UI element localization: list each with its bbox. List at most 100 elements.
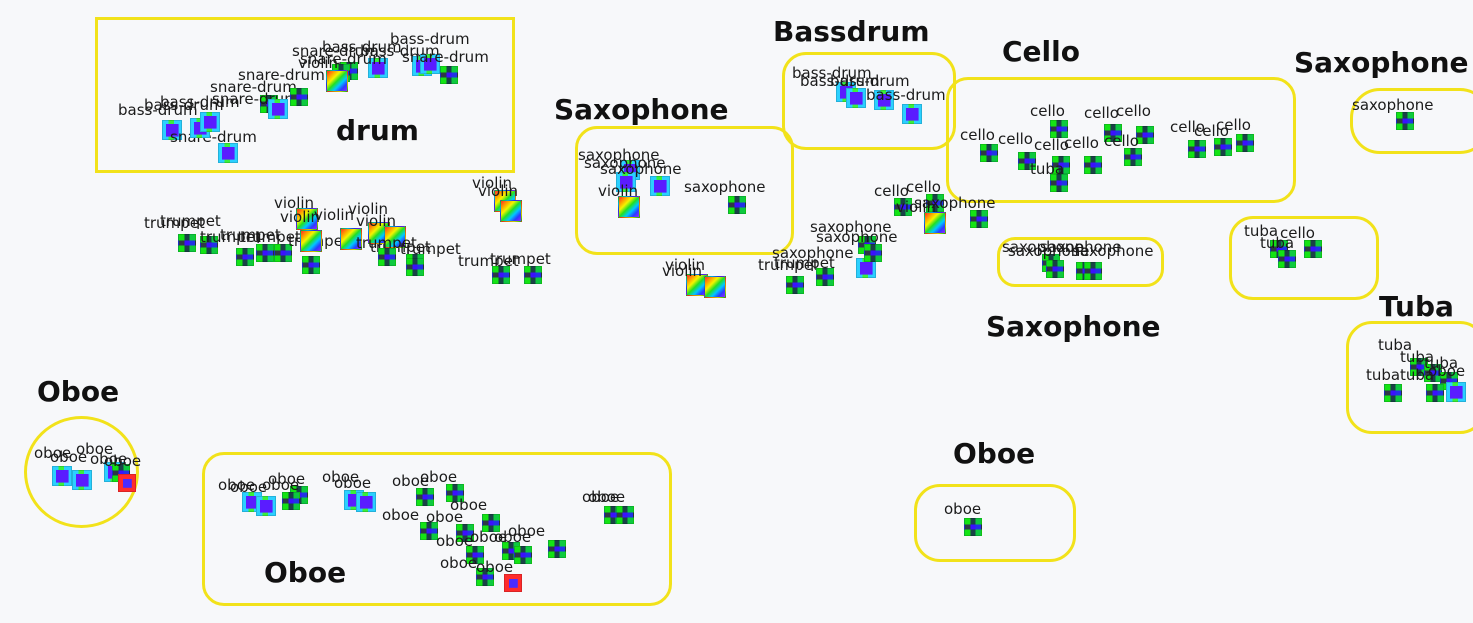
- point-thumbnail-grid[interactable]: [200, 236, 218, 254]
- point-thumbnail-blue[interactable]: [902, 104, 922, 124]
- point-thumbnail-grid[interactable]: [864, 244, 882, 262]
- point-thumbnail-rainbow[interactable]: [300, 230, 322, 252]
- point-thumbnail-grid[interactable]: [1278, 250, 1296, 268]
- point-thumbnail-grid[interactable]: [178, 234, 196, 252]
- point-thumbnail-rainbow[interactable]: [384, 226, 406, 248]
- point-thumbnail-grid[interactable]: [456, 524, 474, 542]
- point-thumbnail-blue[interactable]: [268, 99, 288, 119]
- point-thumbnail-grid[interactable]: [466, 546, 484, 564]
- point-thumbnail-grid[interactable]: [1084, 156, 1102, 174]
- point-thumbnail-rainbow[interactable]: [924, 212, 946, 234]
- point-thumbnail-grid[interactable]: [548, 540, 566, 558]
- point-thumbnail-blue[interactable]: [616, 172, 636, 192]
- point-thumbnail-blue[interactable]: [356, 492, 376, 512]
- point-thumbnail-rainbow[interactable]: [618, 196, 640, 218]
- point-label: violin: [356, 212, 397, 230]
- point-label: tuba: [1260, 234, 1295, 252]
- point-thumbnail-blue[interactable]: [368, 58, 388, 78]
- point-thumbnail-grid[interactable]: [282, 492, 300, 510]
- point-label: cello: [1084, 104, 1119, 122]
- point-thumbnail-grid[interactable]: [524, 266, 542, 284]
- point-label: oboe: [508, 522, 546, 540]
- point-thumbnail-grid[interactable]: [728, 196, 746, 214]
- point-thumbnail-grid[interactable]: [440, 66, 458, 84]
- point-thumbnail-red[interactable]: [118, 474, 136, 492]
- point-thumbnail-grid[interactable]: [302, 256, 320, 274]
- point-thumbnail-grid[interactable]: [416, 488, 434, 506]
- point-thumbnail-grid[interactable]: [378, 248, 396, 266]
- cluster-box-saxophone-mid: [575, 126, 794, 255]
- cluster-title-tuba: Tuba: [1379, 290, 1454, 323]
- point-thumbnail-blue[interactable]: [650, 176, 670, 196]
- point-thumbnail-grid[interactable]: [514, 546, 532, 564]
- point-thumbnail-blue[interactable]: [874, 90, 894, 110]
- point-label: oboe: [494, 528, 532, 546]
- point-thumbnail-grid[interactable]: [290, 88, 308, 106]
- point-thumbnail-grid[interactable]: [1236, 134, 1254, 152]
- point-thumbnail-grid[interactable]: [1050, 120, 1068, 138]
- point-thumbnail-grid[interactable]: [1104, 124, 1122, 142]
- point-thumbnail-grid[interactable]: [406, 258, 424, 276]
- point-thumbnail-rainbow[interactable]: [500, 200, 522, 222]
- point-thumbnail-grid[interactable]: [1050, 174, 1068, 192]
- point-label: cello: [906, 178, 941, 196]
- point-thumbnail-grid[interactable]: [1018, 152, 1036, 170]
- point-thumbnail-grid[interactable]: [1426, 384, 1444, 402]
- point-thumbnail-grid[interactable]: [616, 506, 634, 524]
- point-thumbnail-grid[interactable]: [1046, 260, 1064, 278]
- point-thumbnail-rainbow[interactable]: [704, 276, 726, 298]
- point-thumbnail-grid[interactable]: [926, 194, 944, 212]
- point-thumbnail-grid[interactable]: [1188, 140, 1206, 158]
- point-label: cello: [1116, 102, 1151, 120]
- point-thumbnail-grid[interactable]: [1396, 112, 1414, 130]
- point-thumbnail-grid[interactable]: [1384, 384, 1402, 402]
- point-thumbnail-grid[interactable]: [1304, 240, 1322, 258]
- point-label: saxophone: [914, 194, 996, 212]
- point-thumbnail-grid[interactable]: [970, 210, 988, 228]
- point-thumbnail-grid[interactable]: [1214, 138, 1232, 156]
- point-thumbnail-blue[interactable]: [72, 470, 92, 490]
- point-thumbnail-rainbow[interactable]: [326, 70, 348, 92]
- point-thumbnail-blue[interactable]: [218, 143, 238, 163]
- point-label: saxophone: [1040, 238, 1122, 256]
- point-thumbnail-grid[interactable]: [980, 144, 998, 162]
- point-thumbnail-blue[interactable]: [200, 112, 220, 132]
- point-label: trumpet: [144, 214, 205, 232]
- point-thumbnail-blue[interactable]: [1446, 382, 1466, 402]
- point-thumbnail-grid[interactable]: [816, 268, 834, 286]
- point-thumbnail-grid[interactable]: [786, 276, 804, 294]
- point-thumbnail-grid[interactable]: [482, 514, 500, 532]
- point-label: oboe: [588, 488, 626, 506]
- point-label: oboe: [76, 440, 114, 458]
- point-thumbnail-grid[interactable]: [894, 198, 912, 216]
- point-label: cello: [1170, 118, 1205, 136]
- point-thumbnail-rainbow[interactable]: [296, 208, 318, 230]
- point-thumbnail-grid[interactable]: [1136, 126, 1154, 144]
- point-thumbnail-grid[interactable]: [420, 522, 438, 540]
- point-thumbnail-grid[interactable]: [236, 248, 254, 266]
- point-label: bass-drum: [830, 72, 910, 90]
- point-label: oboe: [262, 476, 300, 494]
- point-thumbnail-rainbow[interactable]: [340, 228, 362, 250]
- point-thumbnail-grid[interactable]: [1052, 156, 1070, 174]
- point-label: oboe: [392, 472, 430, 490]
- point-thumbnail-blue[interactable]: [162, 120, 182, 140]
- point-thumbnail-grid[interactable]: [1124, 148, 1142, 166]
- point-label: bass-drum: [118, 101, 198, 119]
- point-thumbnail-blue[interactable]: [846, 88, 866, 108]
- point-thumbnail-grid[interactable]: [446, 484, 464, 502]
- point-thumbnail-grid[interactable]: [1084, 262, 1102, 280]
- point-label: violin: [665, 256, 706, 274]
- point-thumbnail-blue[interactable]: [256, 496, 276, 516]
- point-thumbnail-grid[interactable]: [476, 568, 494, 586]
- point-thumbnail-grid[interactable]: [964, 518, 982, 536]
- point-thumbnail-grid[interactable]: [492, 266, 510, 284]
- point-thumbnail-blue[interactable]: [52, 466, 72, 486]
- cluster-box-bassdrum: [782, 52, 956, 150]
- point-thumbnail-blue[interactable]: [420, 54, 440, 74]
- point-thumbnail-red[interactable]: [504, 574, 522, 592]
- point-thumbnail-grid[interactable]: [274, 244, 292, 262]
- point-thumbnail-grid[interactable]: [256, 244, 274, 262]
- cluster-title-oboe-bottom: Oboe: [264, 556, 347, 589]
- point-label: bass-drum: [390, 30, 470, 48]
